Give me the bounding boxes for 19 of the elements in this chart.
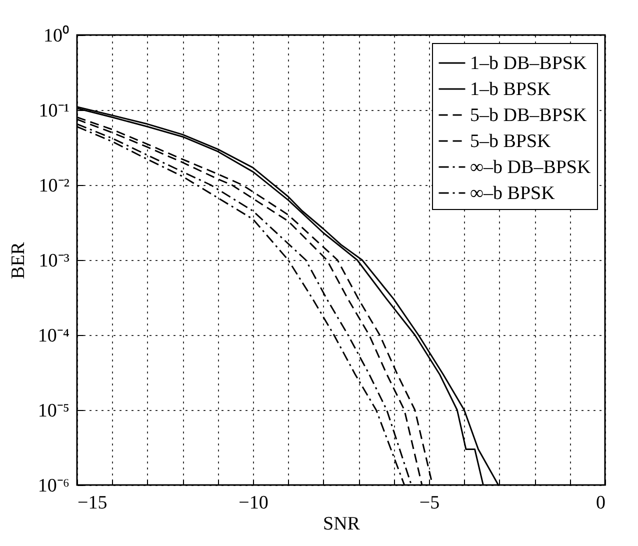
- y-axis-title: BER: [8, 242, 29, 279]
- y-tick-label: 10⁻¹: [38, 100, 70, 122]
- y-tick-label: 10⁻³: [38, 250, 70, 272]
- x-tick-label: −5: [419, 492, 440, 514]
- x-tick-label: 0: [596, 492, 606, 514]
- x-tick-label: −15: [78, 492, 108, 514]
- legend-label: ∞–b DB–BPSK: [470, 157, 591, 178]
- legend-label: 5–b DB–BPSK: [470, 105, 587, 126]
- legend-label: ∞–b BPSK: [470, 183, 556, 204]
- legend-label: 5–b BPSK: [470, 131, 552, 152]
- y-tick-label: 10⁻⁴: [38, 326, 70, 346]
- x-axis-title: SNR: [323, 514, 360, 534]
- legend-label: 1–b BPSK: [470, 79, 552, 100]
- legend-label: 1–b DB–BPSK: [470, 53, 587, 74]
- y-tick-label: 10⁻²: [38, 176, 70, 196]
- x-tick-label: −10: [238, 492, 268, 514]
- y-tick-label: 10⁰: [44, 24, 70, 46]
- y-tick-label: 10⁻⁵: [38, 400, 70, 422]
- y-tick-label: 10⁻⁶: [38, 476, 70, 496]
